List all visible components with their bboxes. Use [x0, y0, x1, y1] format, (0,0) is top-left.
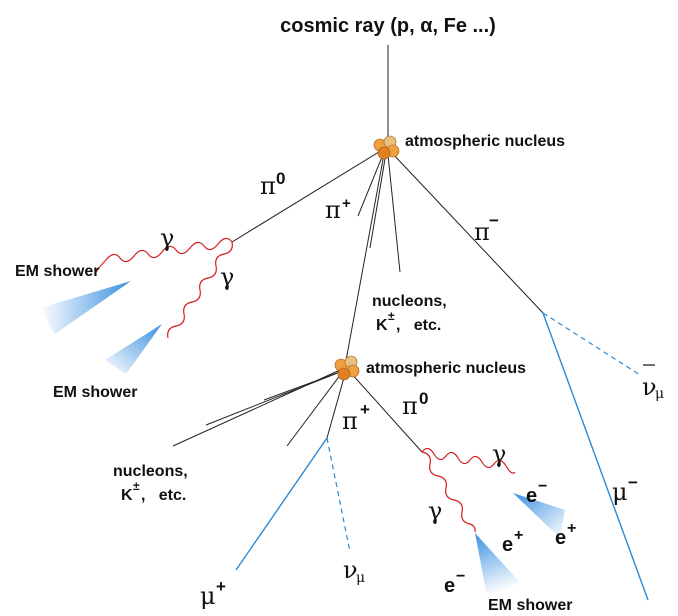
- nucleons-left-kaon-superscript: ±: [133, 479, 140, 493]
- em-shower-1-label: EM shower: [15, 263, 99, 280]
- pi0-bot-label: π: [402, 392, 418, 420]
- e-plus-2-label: e: [502, 534, 513, 556]
- nu-mu-label: ν: [343, 556, 358, 584]
- nu-mu-bar-subscript: μ: [655, 386, 664, 402]
- nucleon-track-b: [357, 151, 385, 217]
- gamma-2-label: γ: [220, 263, 234, 291]
- gamma-1-label: γ: [160, 224, 174, 252]
- pi-plus-bot-label: π: [342, 407, 358, 435]
- pi0-bot-track: [349, 371, 423, 453]
- nu-mu-subscript: μ: [356, 570, 365, 586]
- pi0-bot-superscript: 0: [419, 389, 428, 408]
- pi-minus-top-track: [391, 152, 544, 314]
- nucleons-mid-line1: nucleons,: [372, 293, 447, 310]
- pi0-top-label: π: [260, 172, 276, 200]
- pi-minus-top-label: π: [474, 218, 490, 246]
- em-shower-cone-2: [105, 324, 162, 374]
- e-plus-1-label: e: [555, 527, 566, 549]
- pi0-top-superscript: 0: [276, 169, 285, 188]
- em-shower-3-label: EM shower: [488, 597, 572, 614]
- nucleon-left-track-c: [263, 371, 341, 401]
- em-shower-cone-1: [40, 281, 131, 334]
- atmospheric-nucleus-mid-icon: [334, 355, 360, 381]
- e-minus-1-label: e: [526, 485, 537, 507]
- mu-plus-label: μ: [200, 582, 216, 610]
- gamma-wave-4: [421, 451, 476, 533]
- pi-minus-top-superscript: −: [489, 211, 499, 230]
- mu-plus-track: [235, 437, 328, 571]
- pi-plus-bot-track: [326, 373, 346, 439]
- nu-mu-bar-label: ν: [642, 373, 657, 401]
- em-shower-cone-3: [513, 493, 565, 538]
- mu-minus-label: μ: [612, 478, 628, 506]
- e-minus-2-superscript: −: [456, 568, 465, 585]
- pi-plus-top-side-track: [369, 152, 387, 249]
- nucleon-left-track-d: [286, 373, 342, 447]
- atmospheric-nucleus-mid-label: atmospheric nucleus: [366, 360, 526, 377]
- em-shower-cone-4: [475, 533, 525, 596]
- pi-plus-top-track: [344, 153, 385, 367]
- atmospheric-nucleus-top-label: atmospheric nucleus: [405, 133, 565, 150]
- atmospheric-nucleus-top-icon: [373, 135, 400, 160]
- pi-plus-bot-superscript: +: [360, 400, 370, 419]
- nucleons-left-line1: nucleons,: [113, 463, 188, 480]
- pi0-top-track: [231, 149, 383, 243]
- e-plus-1-superscript: +: [567, 520, 576, 537]
- e-minus-1-superscript: −: [538, 478, 547, 495]
- mu-plus-superscript: +: [216, 577, 226, 596]
- mu-minus-track: [542, 312, 649, 601]
- pi-plus-top-superscript: +: [342, 195, 351, 212]
- cosmic-ray-label: cosmic ray (p, α, Fe ...): [280, 15, 496, 37]
- nucleons-mid-kaon-superscript: ±: [388, 309, 395, 323]
- nucleons-left-etc: , etc.: [141, 487, 186, 504]
- em-shower-2-label: EM shower: [53, 384, 137, 401]
- mu-minus-superscript: −: [628, 473, 638, 492]
- gamma-wave-1: [95, 237, 233, 273]
- gamma-3-label: γ: [492, 440, 506, 468]
- pi-plus-top-label: π: [325, 196, 341, 224]
- nu-mu-bar-track: [542, 312, 641, 376]
- e-plus-2-superscript: +: [514, 527, 523, 544]
- nucleons-left-kaon: K: [121, 487, 133, 504]
- nucleons-mid-etc: , etc.: [396, 317, 441, 334]
- gamma-wave-2: [167, 241, 233, 339]
- nu-mu-track: [326, 437, 351, 553]
- e-minus-2-label: e: [444, 575, 455, 597]
- gamma-wave-3: [421, 447, 516, 474]
- nucleon-left-track-b: [205, 371, 341, 426]
- nucleon-track-a: [387, 154, 401, 273]
- gamma-4-label: γ: [428, 497, 442, 525]
- nucleons-mid-kaon: K: [376, 317, 388, 334]
